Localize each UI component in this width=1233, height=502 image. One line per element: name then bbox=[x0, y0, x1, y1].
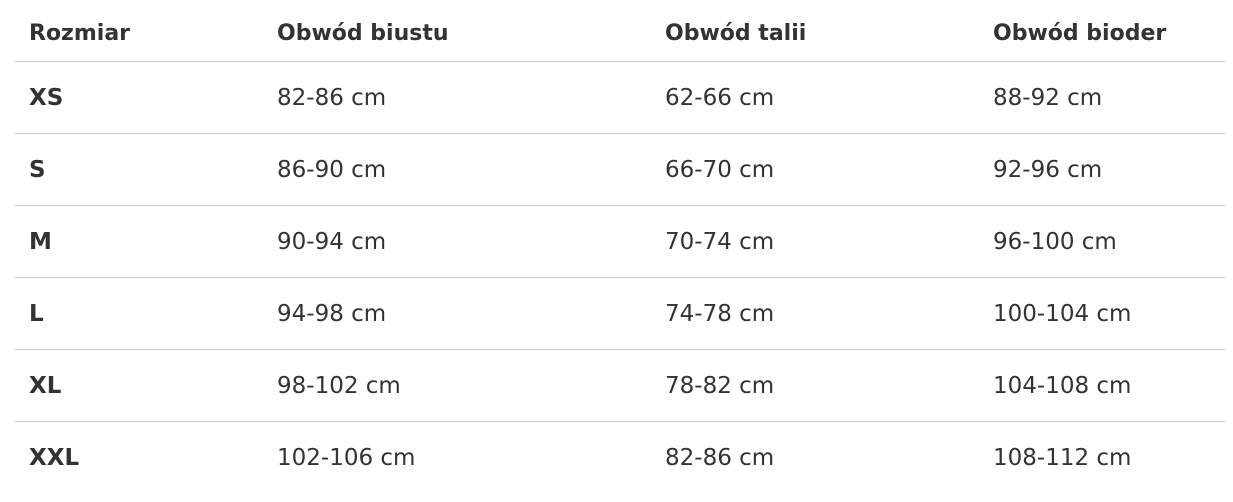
measure-cell: 66-70 cm bbox=[665, 156, 775, 183]
measure-cell: 70-74 cm bbox=[665, 228, 775, 255]
table-row: XL 98-102 cm 78-82 cm 104-108 cm bbox=[15, 350, 1225, 422]
header-row: Rozmiar Obwód biustu Obwód talii Obwód biod… bbox=[15, 0, 1225, 62]
measure-cell: 98-102 cm bbox=[277, 372, 401, 399]
header-cell: Rozmiar bbox=[29, 21, 131, 46]
measure-cell: 86-90 cm bbox=[277, 156, 387, 183]
measure-cell: 94-98 cm bbox=[277, 300, 387, 327]
measure-cell: 102-106 cm bbox=[277, 445, 416, 471]
measure-cell: 104-108 cm bbox=[993, 372, 1132, 399]
header-cell: Obwód bioder bbox=[993, 21, 1167, 46]
measure-cell: 108-112 cm bbox=[993, 445, 1132, 471]
header-cell: Obwód talii bbox=[665, 21, 807, 46]
measure-cell: 88-92 cm bbox=[993, 84, 1103, 111]
table-row: S 86-90 cm 66-70 cm 92-96 cm bbox=[15, 134, 1225, 206]
table-row: M 90-94 cm 70-74 cm 96-100 cm bbox=[15, 206, 1225, 278]
table-row: L 94-98 cm 74-78 cm 100-104 cm bbox=[15, 278, 1225, 350]
measure-cell: 100-104 cm bbox=[993, 300, 1132, 327]
measure-cell: 92-96 cm bbox=[993, 156, 1103, 183]
measure-cell: 96-100 cm bbox=[993, 228, 1117, 255]
size-cell: XL bbox=[29, 372, 62, 399]
size-cell: S bbox=[29, 156, 46, 183]
measure-cell: 90-94 cm bbox=[277, 228, 387, 255]
measure-cell: 62-66 cm bbox=[665, 84, 775, 111]
measure-cell: 74-78 cm bbox=[665, 300, 775, 327]
size-cell: M bbox=[29, 228, 52, 255]
table-row: XXL 102-106 cm 82-86 cm 108-112 cm bbox=[15, 422, 1225, 494]
size-cell: XXL bbox=[29, 445, 80, 471]
size-table: Rozmiar Obwód biustu Obwód talii Obwód biod… bbox=[15, 0, 1225, 494]
measure-cell: 82-86 cm bbox=[665, 445, 775, 471]
size-cell: XS bbox=[29, 84, 64, 111]
measure-cell: 78-82 cm bbox=[665, 372, 775, 399]
measure-cell: 82-86 cm bbox=[277, 84, 387, 111]
table-row: XS 82-86 cm 62-66 cm 88-92 cm bbox=[15, 62, 1225, 134]
header-cell: Obwód biustu bbox=[277, 21, 449, 46]
size-cell: L bbox=[29, 300, 44, 327]
